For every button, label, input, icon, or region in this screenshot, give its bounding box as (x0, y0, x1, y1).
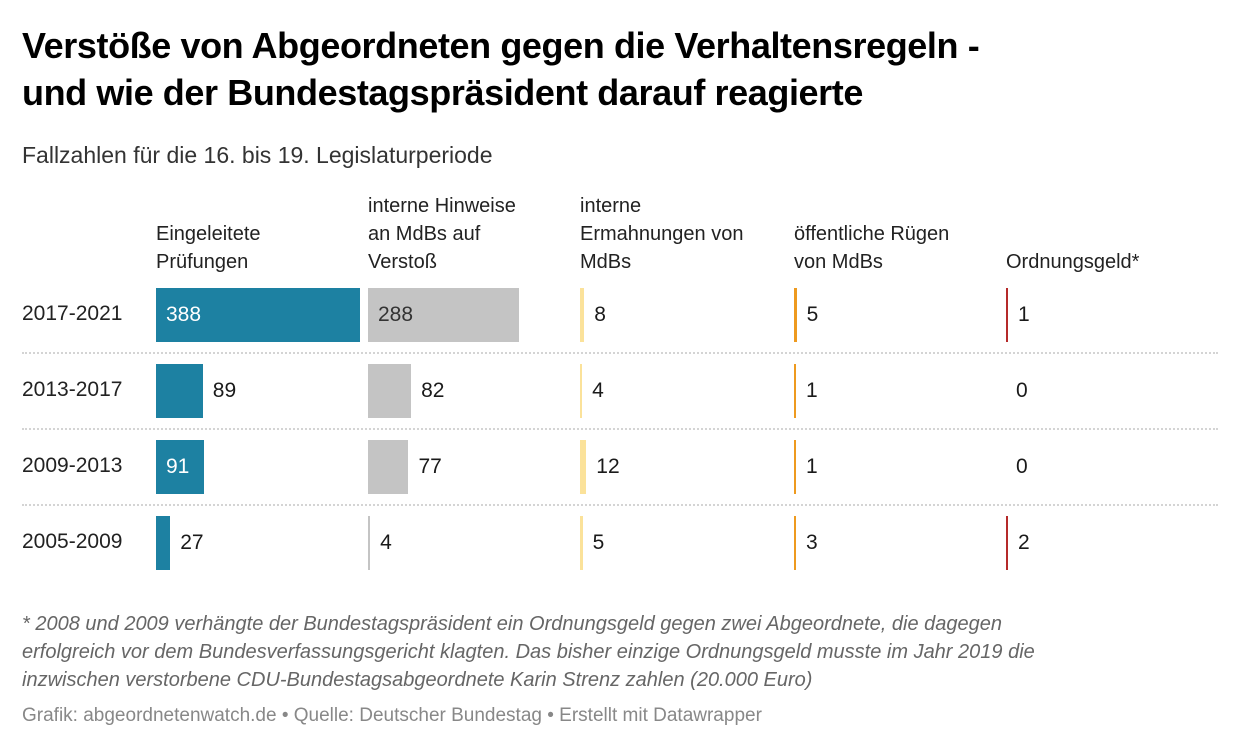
column-header-line: MdBs (580, 251, 632, 273)
bar (156, 288, 360, 342)
footnote-line: * 2008 und 2009 verhängte der Bundestags… (22, 613, 1003, 635)
column-header: interne Ermahnungen von MdBs (580, 192, 743, 276)
column-header-line: interne (580, 195, 642, 217)
value-label: 4 (592, 379, 604, 402)
column-header-line: Ermahnungen von (580, 223, 744, 245)
column-header-line: Verstoß (368, 251, 437, 273)
value-label: 82 (421, 379, 445, 402)
title-line: und wie der Bundestagspräsident darauf r… (22, 72, 864, 113)
chart-subtitle: Fallzahlen für die 16. bis 19. Legislatu… (22, 142, 493, 168)
value-label: 0 (1016, 379, 1028, 402)
bar (794, 288, 797, 342)
column-header-line: öffentliche Rügen (794, 223, 950, 245)
bar (368, 516, 371, 570)
bar (580, 364, 583, 418)
value-label: 5 (592, 531, 605, 554)
bar (794, 364, 796, 418)
bar (794, 440, 796, 494)
title-line: Verstöße von Abgeordneten gegen die Verh… (22, 25, 980, 66)
column-header: Ordnungsgeld* (1006, 248, 1139, 276)
value-label: 0 (1016, 455, 1028, 478)
column-header-line: interne Hinweise (368, 195, 516, 217)
value-label: 91 (166, 455, 190, 478)
chart-title: Verstöße von Abgeordneten gegen die Verh… (22, 22, 980, 116)
column-header-line: Prüfungen (156, 251, 249, 273)
row-separator (22, 504, 1218, 506)
column-header: interne Hinweise an MdBs auf Verstoß (368, 192, 516, 276)
column-header-line: an MdBs auf (368, 223, 481, 245)
value-label: 2 (1018, 531, 1030, 554)
row-label: 2017-2021 (22, 302, 123, 325)
value-label: 12 (596, 455, 620, 478)
row-label: 2013-2017 (22, 378, 123, 401)
column-header: öffentliche Rügen von MdBs (794, 220, 949, 276)
source-credit: Grafik: abgeordnetenwatch.de • Quelle: D… (22, 705, 762, 726)
column-header: Eingeleitete Prüfungen (156, 220, 261, 276)
value-label: 388 (166, 303, 202, 326)
value-label: 8 (594, 303, 606, 326)
value-label: 1 (1018, 303, 1030, 326)
bar (368, 440, 409, 494)
bar (156, 364, 203, 418)
value-label: 4 (380, 531, 392, 554)
bar (156, 440, 204, 494)
bar (156, 516, 171, 570)
row-separator (22, 428, 1218, 430)
bar (580, 440, 587, 494)
column-header-line: Eingeleitete (156, 223, 261, 245)
value-label: 1 (806, 379, 818, 402)
bar (368, 288, 520, 342)
value-label: 5 (806, 303, 819, 326)
footnote-line: inzwischen verstorbene CDU-Bundestagsabg… (22, 669, 813, 691)
row-label: 2009-2013 (22, 454, 123, 477)
bar (580, 516, 583, 570)
footnote-line: erfolgreich vor dem Bundesverfassungsger… (22, 641, 1035, 663)
value-label: 27 (180, 531, 204, 554)
column-header-line: Ordnungsgeld* (1006, 251, 1140, 273)
bar (1006, 288, 1008, 342)
column-header-line: von MdBs (794, 251, 883, 273)
bar (368, 364, 412, 418)
bar (1006, 516, 1008, 570)
row-label: 2005-2009 (22, 530, 123, 553)
value-label: 288 (378, 303, 414, 326)
bar (794, 516, 796, 570)
bar (580, 288, 585, 342)
value-label: 3 (806, 531, 818, 554)
row-separator (22, 352, 1218, 354)
value-label: 1 (806, 455, 818, 478)
value-label: 89 (212, 379, 237, 402)
value-label: 77 (418, 455, 442, 478)
footnote: * 2008 und 2009 verhängte der Bundestags… (22, 610, 1035, 694)
